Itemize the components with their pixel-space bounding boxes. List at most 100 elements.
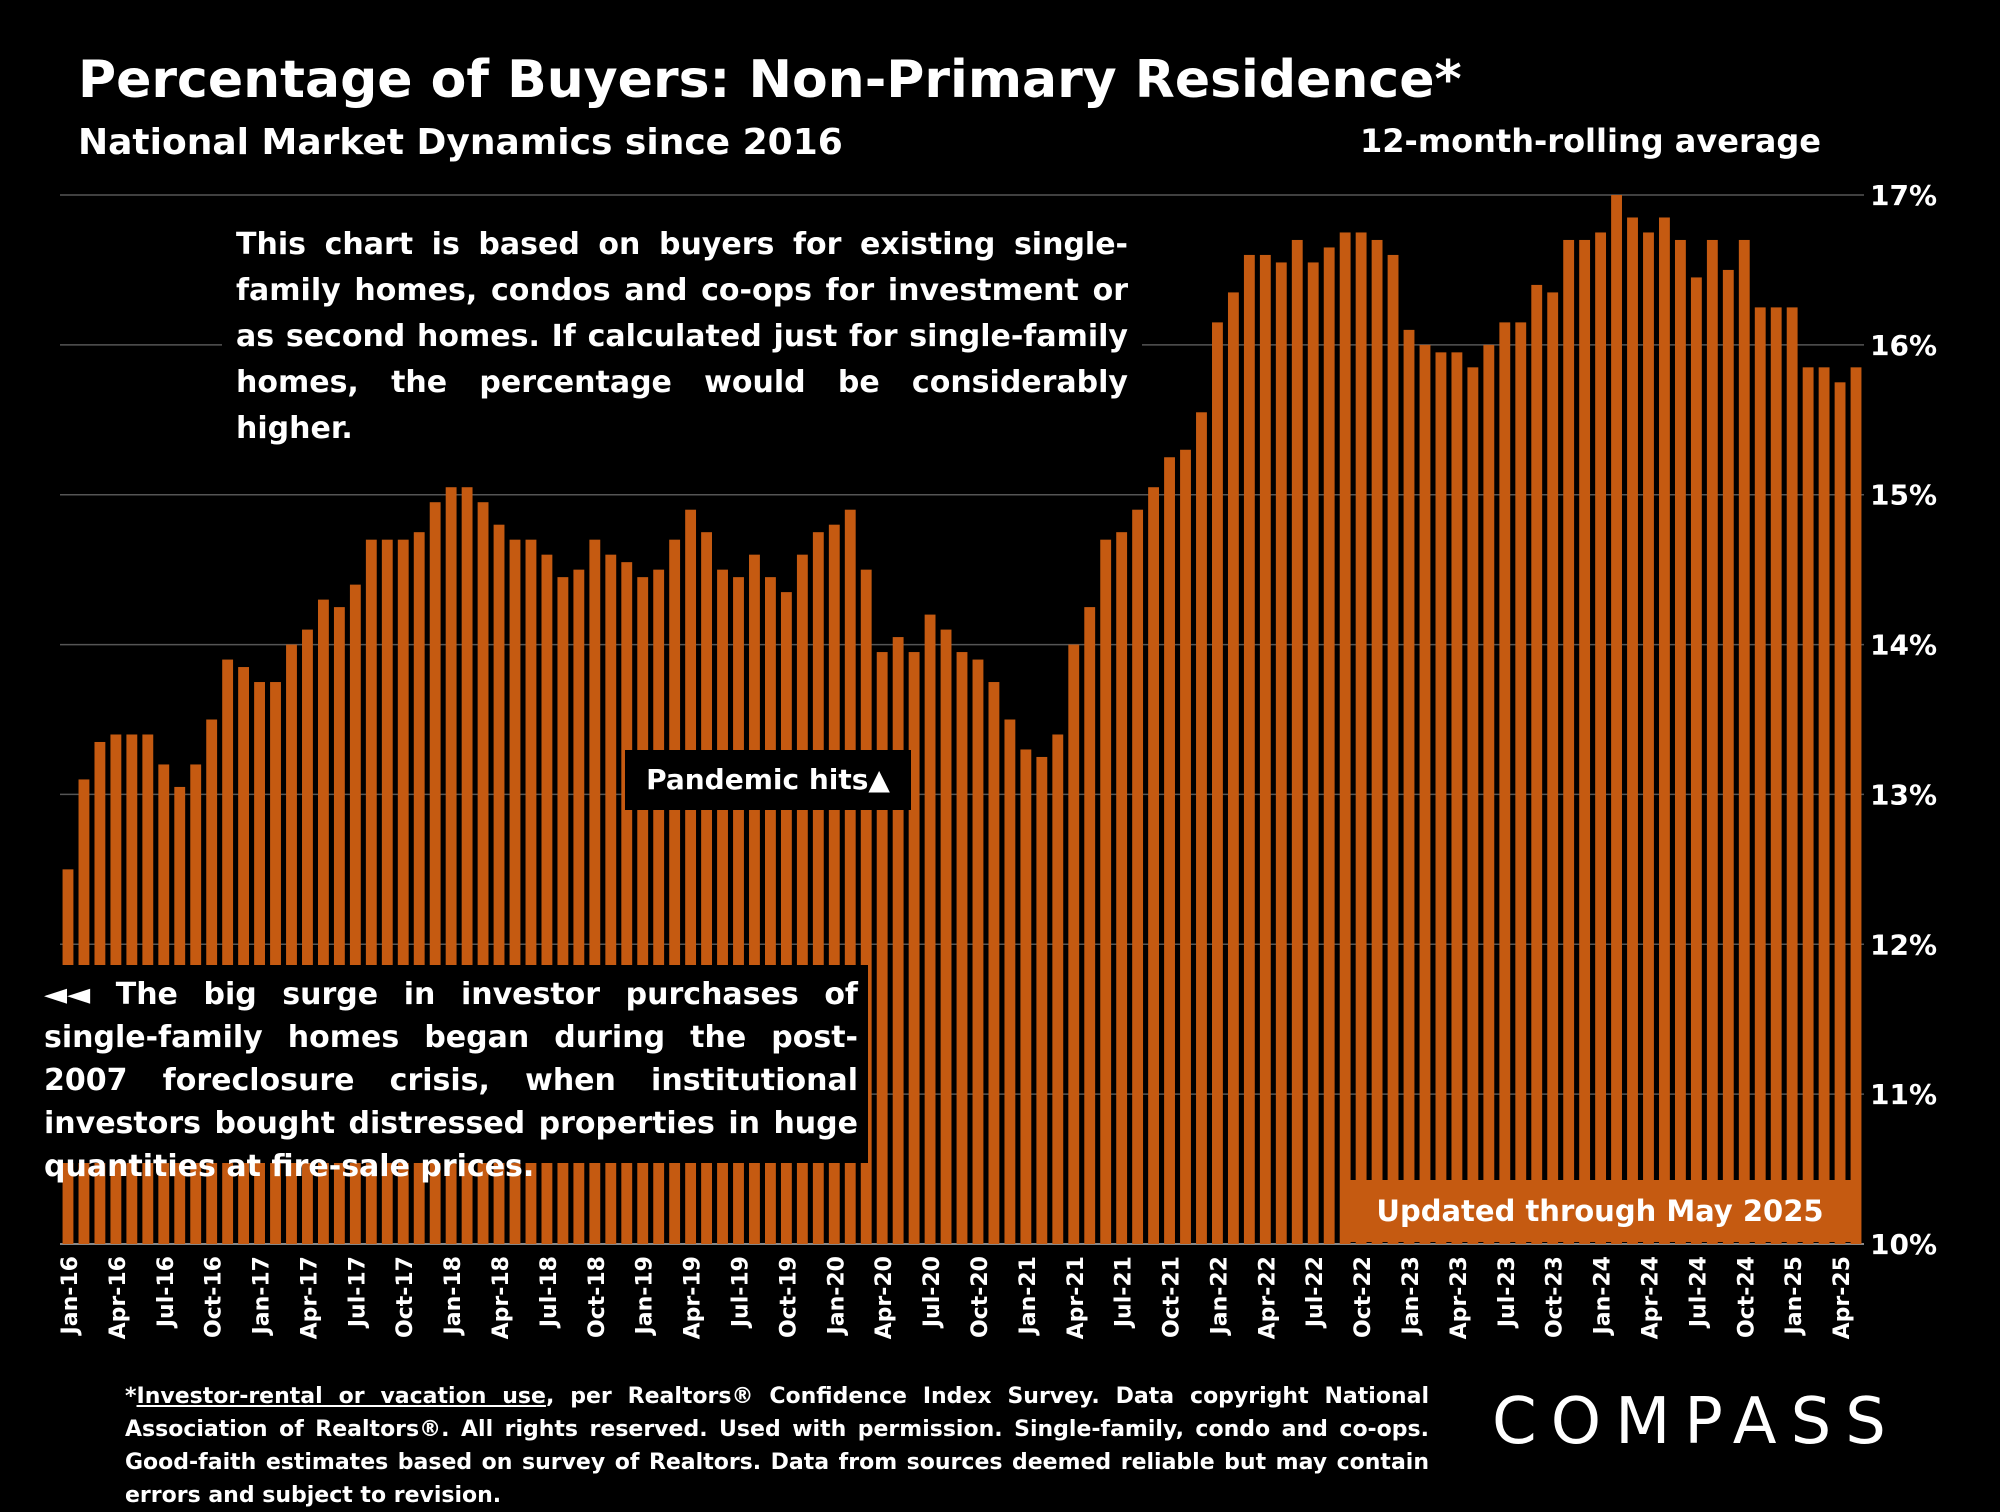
y-tick-label: 14% bbox=[1870, 629, 1937, 662]
bar bbox=[1818, 367, 1830, 1245]
bar bbox=[317, 599, 329, 1244]
bar bbox=[286, 644, 297, 1244]
bar bbox=[1659, 217, 1670, 1245]
bar bbox=[924, 614, 936, 1244]
bar bbox=[1754, 307, 1766, 1244]
bar bbox=[988, 682, 1000, 1244]
bar bbox=[1371, 239, 1383, 1244]
bar bbox=[1786, 307, 1798, 1244]
bar bbox=[892, 637, 904, 1244]
x-tick-label: Oct-19 bbox=[776, 1256, 801, 1338]
bar bbox=[1052, 734, 1064, 1244]
footer-rest: , per Realtors® Confidence Index Survey.… bbox=[125, 1384, 1429, 1508]
bar bbox=[493, 524, 505, 1244]
bar bbox=[1020, 749, 1032, 1244]
bar bbox=[1499, 322, 1511, 1244]
x-tick-label: Jan-16 bbox=[58, 1256, 83, 1336]
bar bbox=[637, 577, 649, 1244]
bar bbox=[1004, 719, 1016, 1244]
bar bbox=[445, 487, 457, 1245]
y-axis-ticks: 10% 11% 12% 13% 14% 15% 16% 17% bbox=[1870, 179, 1937, 1261]
bar bbox=[1770, 307, 1782, 1244]
footer-star: * bbox=[125, 1384, 137, 1409]
y-tick-label: 17% bbox=[1870, 179, 1937, 212]
y-tick-label: 12% bbox=[1870, 928, 1937, 961]
bar bbox=[1243, 254, 1255, 1244]
bar bbox=[1323, 247, 1335, 1244]
x-tick-label: Apr-21 bbox=[1064, 1256, 1089, 1339]
y-tick-label: 16% bbox=[1870, 329, 1937, 362]
bar bbox=[1307, 262, 1319, 1244]
y-tick-label: 11% bbox=[1870, 1078, 1937, 1111]
bar bbox=[381, 539, 393, 1244]
bar bbox=[1802, 367, 1814, 1245]
bar bbox=[238, 667, 250, 1244]
bar bbox=[1212, 322, 1223, 1244]
footer-note: *Investor-rental or vacation use, per Re… bbox=[125, 1380, 1429, 1512]
bar bbox=[1116, 532, 1128, 1244]
bar bbox=[541, 554, 553, 1244]
note-bottom: ◄◄ The big surge in investor purchases o… bbox=[34, 965, 868, 1184]
bar bbox=[972, 659, 984, 1244]
bar bbox=[749, 554, 760, 1244]
bar bbox=[1132, 509, 1144, 1244]
bar bbox=[413, 532, 425, 1244]
x-tick-label: Jan-19 bbox=[633, 1256, 658, 1336]
bar bbox=[1435, 352, 1447, 1245]
updated-badge: Updated through May 2025 bbox=[1341, 1180, 1859, 1242]
bar bbox=[1164, 457, 1175, 1244]
bar bbox=[1579, 239, 1591, 1244]
bar bbox=[1515, 322, 1527, 1244]
bar bbox=[1100, 539, 1112, 1244]
x-tick-label: Jan-21 bbox=[1016, 1256, 1041, 1336]
bar bbox=[1531, 284, 1543, 1244]
bar bbox=[1355, 232, 1367, 1244]
bar bbox=[429, 502, 441, 1245]
bar bbox=[349, 584, 361, 1244]
bar bbox=[1611, 195, 1622, 1244]
x-tick-label: Apr-18 bbox=[489, 1256, 514, 1339]
bar bbox=[333, 607, 345, 1244]
x-tick-label: Jul-23 bbox=[1495, 1256, 1520, 1329]
bar bbox=[1738, 239, 1750, 1244]
chart-title: Percentage of Buyers: Non-Primary Reside… bbox=[78, 50, 1462, 110]
bar bbox=[1563, 239, 1575, 1244]
x-tick-label: Jan-20 bbox=[824, 1256, 849, 1336]
bar bbox=[717, 569, 728, 1244]
bar bbox=[908, 652, 920, 1244]
bar bbox=[1643, 232, 1654, 1244]
bar bbox=[461, 487, 473, 1245]
bar bbox=[557, 577, 569, 1244]
bar bbox=[653, 569, 665, 1244]
bar bbox=[956, 652, 968, 1244]
bar bbox=[1722, 269, 1734, 1244]
bar bbox=[844, 509, 856, 1244]
footer-underlined: Investor-rental or vacation use bbox=[136, 1384, 546, 1409]
bar bbox=[302, 629, 313, 1244]
x-tick-label: Apr-19 bbox=[681, 1256, 706, 1339]
bar bbox=[573, 569, 585, 1244]
bar bbox=[1451, 352, 1463, 1245]
y-tick-label: 15% bbox=[1870, 479, 1937, 512]
x-tick-label: Jul-16 bbox=[154, 1256, 179, 1329]
bar bbox=[1595, 232, 1607, 1244]
bar bbox=[1275, 262, 1287, 1244]
bar bbox=[525, 539, 537, 1244]
x-tick-label: Apr-22 bbox=[1255, 1256, 1280, 1339]
bar bbox=[669, 539, 681, 1244]
bar bbox=[1227, 292, 1239, 1244]
bar bbox=[1068, 644, 1080, 1244]
x-tick-label: Oct-24 bbox=[1734, 1256, 1759, 1338]
x-tick-label: Jan-24 bbox=[1591, 1256, 1616, 1336]
bar bbox=[1547, 292, 1559, 1244]
x-tick-label: Oct-22 bbox=[1351, 1256, 1376, 1338]
x-tick-label: Oct-18 bbox=[585, 1256, 610, 1338]
bar bbox=[397, 539, 409, 1244]
bar bbox=[812, 532, 824, 1244]
bar bbox=[621, 562, 633, 1244]
x-tick-label: Jul-20 bbox=[920, 1256, 945, 1329]
bar bbox=[1036, 756, 1048, 1244]
bar bbox=[589, 539, 601, 1244]
bar bbox=[477, 502, 489, 1245]
x-tick-label: Jul-19 bbox=[729, 1256, 754, 1329]
